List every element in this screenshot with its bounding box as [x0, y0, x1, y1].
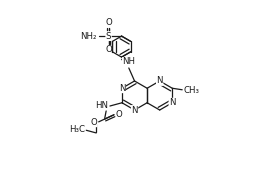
Text: CH₃: CH₃	[184, 86, 200, 95]
Text: N: N	[119, 84, 125, 93]
Text: S: S	[106, 32, 111, 41]
Text: O: O	[115, 110, 122, 119]
Text: O: O	[105, 18, 112, 27]
Text: N: N	[169, 98, 176, 107]
Text: NH: NH	[122, 57, 135, 66]
Text: O: O	[105, 45, 112, 54]
Text: N: N	[156, 76, 163, 86]
Text: HN: HN	[95, 101, 108, 110]
Text: NH₂: NH₂	[80, 32, 97, 41]
Text: H₃C: H₃C	[69, 125, 85, 134]
Text: N: N	[131, 105, 138, 115]
Text: O: O	[91, 118, 97, 127]
